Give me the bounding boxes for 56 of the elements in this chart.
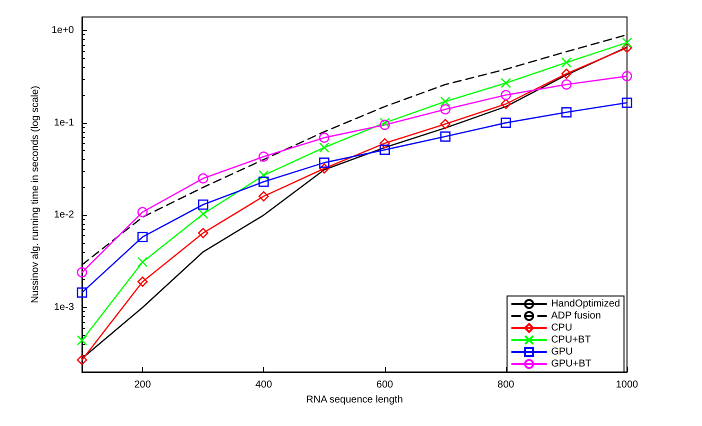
point (319, 163, 330, 174)
y-tick-label: 1e-1 (54, 117, 74, 128)
point (500, 98, 512, 110)
point (500, 118, 512, 128)
point (500, 90, 512, 100)
point (622, 98, 632, 108)
legend-label: HandOptimized (551, 298, 620, 310)
point (76, 267, 88, 278)
point (380, 144, 390, 155)
point (561, 79, 572, 90)
x-tick-label: 600 (376, 380, 394, 390)
point (319, 142, 330, 153)
point (622, 42, 632, 53)
y-tick-label: 1e+0 (51, 24, 74, 36)
point (258, 191, 269, 202)
x-tick-label: 400 (255, 380, 272, 390)
point (622, 37, 632, 48)
point (561, 107, 572, 118)
point (76, 335, 88, 346)
point (258, 176, 269, 187)
point (380, 138, 390, 148)
point (198, 228, 208, 238)
legend-label: CPU (551, 322, 572, 334)
point (440, 96, 450, 107)
y-tick-label: 1e-3 (54, 302, 74, 313)
point (198, 199, 208, 210)
point (319, 132, 330, 143)
point (561, 57, 572, 68)
point (380, 120, 390, 130)
point (440, 131, 450, 142)
y-axis-title: Nussinov alg. running time in seconds (log scale) (30, 86, 42, 304)
point (76, 354, 88, 366)
legend-label: GPU+BT (551, 358, 592, 370)
point (198, 208, 208, 220)
point (622, 71, 632, 82)
point (137, 232, 148, 242)
point (137, 276, 148, 287)
legend-label: CPU+BT (551, 334, 591, 346)
point (258, 152, 269, 162)
point (258, 170, 269, 180)
point (500, 78, 512, 88)
point (76, 287, 88, 298)
point (440, 118, 450, 130)
point (137, 206, 148, 218)
point (137, 256, 148, 268)
point (319, 158, 330, 168)
x-tick-label: 800 (498, 380, 515, 390)
point (561, 68, 572, 79)
point (440, 104, 450, 114)
legend-label: GPU (551, 346, 573, 358)
y-tick-label: 1e-2 (54, 210, 74, 221)
legend-label: ADP fusion (551, 310, 601, 322)
x-tick-label: 1000 (616, 380, 639, 390)
x-tick-label: 200 (134, 380, 152, 390)
x-axis-title: RNA sequence length (306, 394, 403, 406)
point (198, 173, 208, 184)
